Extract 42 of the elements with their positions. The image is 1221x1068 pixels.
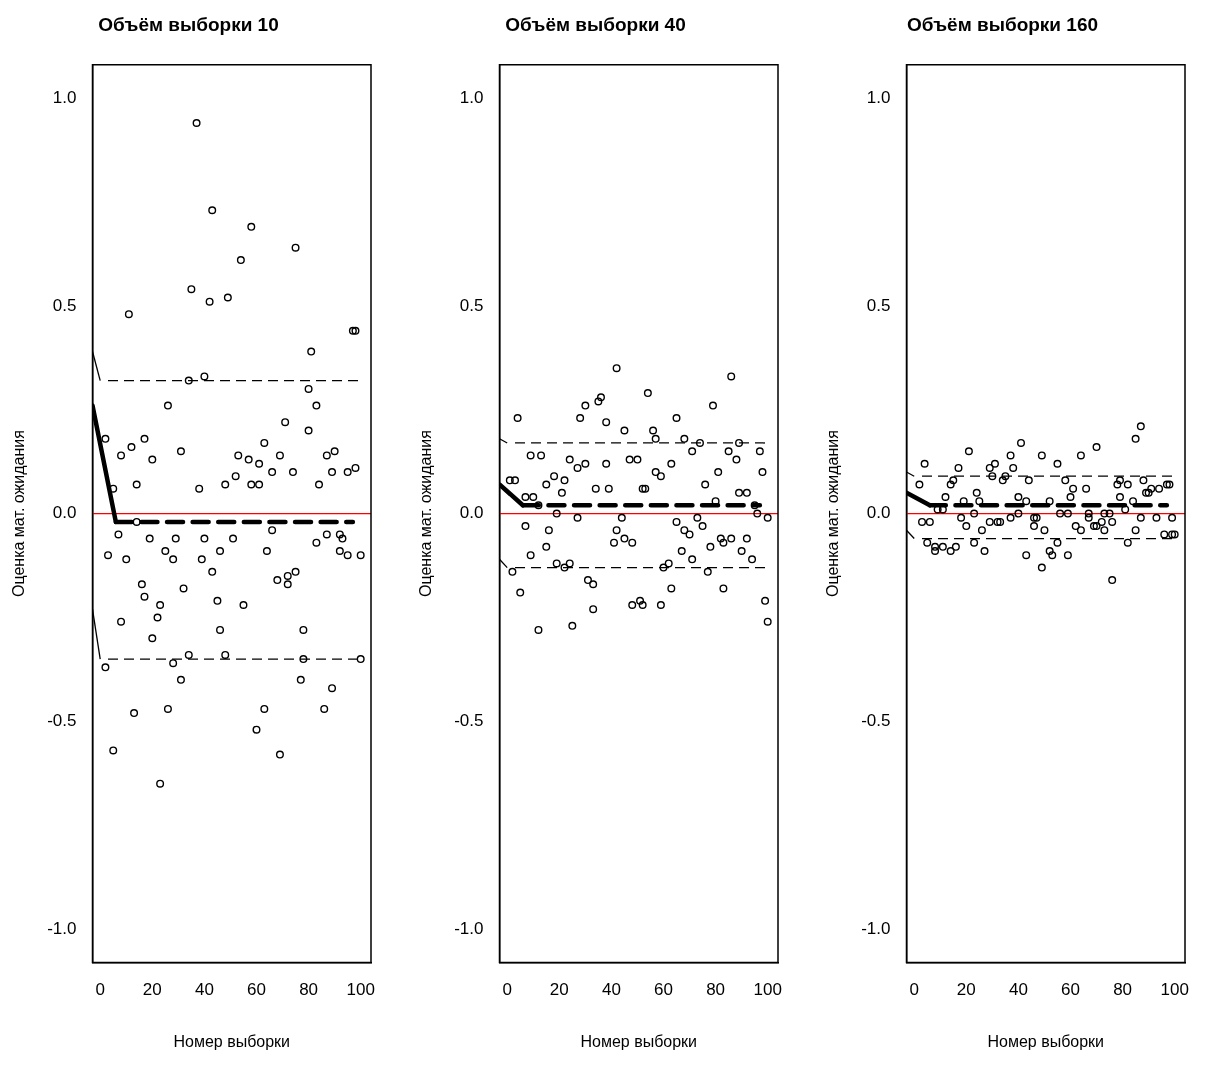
x-tick-label: 80 [299, 980, 319, 1000]
x-tick-label: 40 [194, 980, 214, 1000]
x-tick-label: 100 [346, 980, 375, 1000]
chart-title: Объём выборки 10 [98, 13, 279, 35]
y-tick-label: 1.0 [866, 87, 891, 107]
y-tick-label: 1.0 [459, 87, 484, 107]
y-tick-label: -0.5 [47, 711, 77, 731]
y-tick-label: -1.0 [861, 918, 891, 938]
y-tick-label: 0.0 [459, 503, 484, 523]
x-tick-label: 0 [909, 980, 919, 1000]
x-tick-label: 20 [549, 980, 569, 1000]
x-tick-label: 80 [706, 980, 726, 1000]
x-tick-label: 60 [654, 980, 673, 1000]
x-tick-label: 40 [601, 980, 621, 1000]
y-tick-label: 0.5 [866, 295, 891, 315]
x-tick-label: 0 [95, 980, 105, 1000]
chart-title: Объём выборки 160 [906, 13, 1099, 35]
x-tick-label: 60 [1061, 980, 1080, 1000]
x-tick-label: 100 [753, 980, 782, 1000]
y-tick-label: -1.0 [47, 918, 77, 938]
x-tick-label: 20 [142, 980, 162, 1000]
chart-title: Объём выборки 40 [505, 13, 686, 35]
x-tick-label: 20 [956, 980, 976, 1000]
y-axis-title: Оценка мат. ожидания [417, 430, 435, 598]
y-tick-label: -0.5 [861, 711, 891, 731]
y-tick-label: -0.5 [454, 711, 484, 731]
x-tick-label: 0 [502, 980, 512, 1000]
x-axis-title: Номер выборки [173, 1032, 291, 1050]
y-tick-label: 0.5 [52, 295, 77, 315]
y-axis-title: Оценка мат. ожидания [824, 430, 842, 598]
x-tick-label: 80 [1113, 980, 1133, 1000]
x-tick-label: 40 [1008, 980, 1028, 1000]
x-tick-label: 60 [247, 980, 266, 1000]
y-tick-label: 1.0 [52, 87, 77, 107]
x-axis-title: Номер выборки [580, 1032, 698, 1050]
y-tick-label: 0.5 [459, 295, 484, 315]
y-tick-label: 0.0 [52, 503, 77, 523]
x-axis-title: Номер выборки [987, 1032, 1105, 1050]
y-tick-label: -1.0 [454, 918, 484, 938]
y-tick-label: 0.0 [866, 503, 891, 523]
x-tick-label: 100 [1160, 980, 1189, 1000]
y-axis-title: Оценка мат. ожидания [10, 430, 28, 598]
